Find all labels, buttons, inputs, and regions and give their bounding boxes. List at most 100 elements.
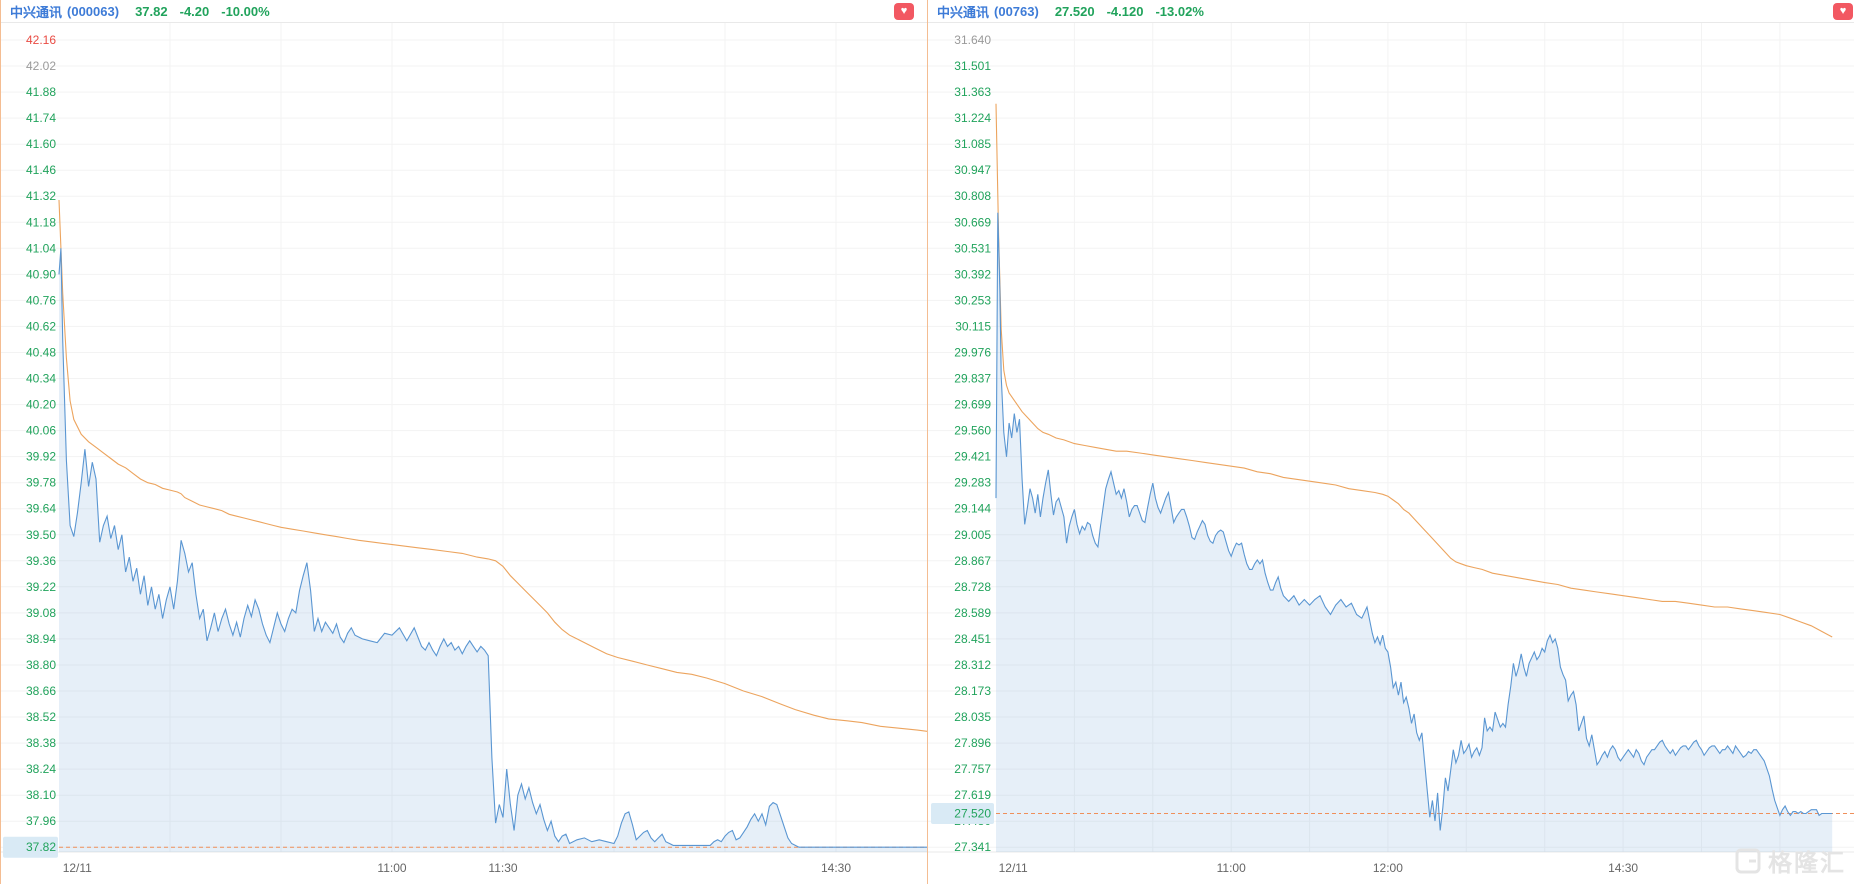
y-axis-label: 39.92 bbox=[26, 450, 56, 464]
gelonghui-logo-icon bbox=[1735, 848, 1761, 873]
y-axis-label: 27.341 bbox=[954, 840, 991, 854]
price-area-fill bbox=[59, 248, 927, 852]
favorite-heart-icon[interactable]: ♥ bbox=[894, 3, 914, 20]
minute-chart-canvas-00763[interactable]: 31.640 31.501 31.363 31.224 31.085 30.947 30.8… bbox=[928, 0, 1854, 884]
y-axis-label: 28.451 bbox=[954, 632, 991, 646]
favorite-heart-icon[interactable]: ♥ bbox=[1833, 3, 1853, 20]
y-axis-label: 41.74 bbox=[26, 111, 56, 125]
last-price: 37.82 bbox=[135, 3, 168, 19]
y-axis-label: 40.76 bbox=[26, 293, 56, 307]
y-axis-label: 41.04 bbox=[26, 241, 56, 255]
y-axis-label: 40.34 bbox=[26, 372, 56, 386]
y-axis-label: 29.560 bbox=[954, 424, 991, 438]
last-price: 27.520 bbox=[1054, 3, 1095, 19]
y-axis-label: 27.619 bbox=[954, 788, 991, 802]
price-area-fill bbox=[996, 212, 1833, 852]
y-axis-label: 31.363 bbox=[954, 85, 991, 99]
price-change: -4.20 bbox=[179, 3, 210, 19]
stock-name: 中兴通讯 bbox=[10, 4, 63, 20]
time-axis-label: 11:30 bbox=[488, 861, 517, 875]
stock-panel-00763: 中兴通讯 (00763) 27.520 -4.120 -13.02% ♥ 31.… bbox=[927, 0, 1854, 884]
y-axis-label: 30.392 bbox=[954, 267, 991, 281]
y-axis-label: 29.837 bbox=[954, 372, 991, 386]
y-axis-label: 39.64 bbox=[26, 502, 56, 516]
y-axis-label: 29.005 bbox=[954, 528, 991, 542]
stock-code: (00763) bbox=[994, 3, 1039, 19]
y-axis-label: 40.20 bbox=[26, 398, 56, 412]
y-axis-label: 29.699 bbox=[954, 398, 991, 412]
y-axis-label: 30.531 bbox=[954, 241, 991, 255]
time-axis-label: 14:30 bbox=[821, 861, 851, 875]
y-axis-label: 30.808 bbox=[954, 189, 991, 203]
y-axis-label: 31.224 bbox=[954, 111, 991, 125]
y-axis-label: 28.728 bbox=[954, 580, 991, 594]
price-change-percent: -13.02% bbox=[1155, 3, 1204, 19]
y-axis-label: 38.38 bbox=[26, 736, 56, 750]
y-axis-label: 40.90 bbox=[26, 267, 56, 281]
price-change-percent: -10.00% bbox=[221, 3, 270, 19]
y-axis-label: 38.24 bbox=[26, 762, 56, 776]
y-axis-label: 30.115 bbox=[955, 319, 991, 333]
y-axis-label: 30.669 bbox=[954, 215, 991, 229]
y-axis-label: 39.36 bbox=[26, 554, 56, 568]
svg-text:27.520: 27.520 bbox=[954, 807, 991, 821]
y-axis-label: 31.640 bbox=[954, 33, 991, 47]
y-axis-label: 28.035 bbox=[954, 710, 991, 724]
y-axis-label: 29.144 bbox=[954, 502, 991, 516]
current-price-tag: 27.520 bbox=[931, 803, 994, 824]
y-axis-label: 40.06 bbox=[26, 424, 56, 438]
y-axis-label: 42.16 bbox=[26, 33, 56, 47]
y-axis-label: 40.48 bbox=[26, 346, 56, 360]
y-axis-label: 30.947 bbox=[954, 163, 991, 177]
time-axis-label: 12/11 bbox=[999, 861, 1028, 875]
y-axis-label: 39.50 bbox=[26, 528, 56, 542]
y-axis-label: 38.66 bbox=[26, 684, 56, 698]
y-axis-label: 41.46 bbox=[26, 163, 56, 177]
heart-glyph: ♥ bbox=[900, 5, 908, 17]
avg-price-line bbox=[58, 199, 927, 732]
time-axis-label: 12/11 bbox=[63, 861, 92, 875]
heart-glyph: ♥ bbox=[1839, 5, 1847, 17]
y-axis-label: 42.02 bbox=[26, 59, 56, 73]
y-axis-label: 28.589 bbox=[954, 606, 991, 620]
y-axis-label: 31.085 bbox=[954, 137, 991, 151]
y-axis-label: 37.96 bbox=[26, 814, 56, 828]
avg-price-line bbox=[995, 103, 1833, 638]
stock-header: 中兴通讯 (000063) 37.82 -4.20 -10.00% bbox=[1, 0, 927, 22]
minute-chart-canvas-000063[interactable]: 42.16 42.02 41.88 41.74 41.60 41.46 41.32 41.18… bbox=[1, 0, 927, 884]
stock-name: 中兴通讯 bbox=[937, 4, 990, 20]
y-axis-label: 28.312 bbox=[954, 658, 991, 672]
stock-panel-000063: 中兴通讯 (000063) 37.82 -4.20 -10.00% ♥ 42.1… bbox=[0, 0, 927, 884]
y-axis-label: 27.757 bbox=[954, 762, 991, 776]
y-axis-label: 41.88 bbox=[26, 85, 56, 99]
price-line bbox=[58, 248, 927, 848]
time-axis-label: 12:00 bbox=[1373, 861, 1403, 875]
y-axis-label: 31.501 bbox=[954, 59, 991, 73]
y-axis-label: 41.60 bbox=[26, 137, 56, 151]
current-price-tag: 37.82 bbox=[3, 836, 58, 858]
y-axis-label: 29.283 bbox=[954, 476, 991, 490]
price-line bbox=[995, 212, 1833, 831]
gelonghui-watermark: 格隆汇 bbox=[1735, 843, 1846, 878]
time-axis-label: 14:30 bbox=[1608, 861, 1638, 875]
y-axis-label: 38.52 bbox=[26, 710, 56, 724]
y-axis-label: 39.22 bbox=[26, 580, 56, 594]
y-axis-label: 38.80 bbox=[26, 658, 56, 672]
y-axis-label: 41.32 bbox=[26, 189, 56, 203]
y-axis-label: 28.867 bbox=[954, 554, 991, 568]
price-change: -4.120 bbox=[1106, 3, 1144, 19]
stock-code: (000063) bbox=[67, 3, 120, 19]
svg-text:37.82: 37.82 bbox=[26, 840, 56, 854]
watermark-text: 格隆汇 bbox=[1768, 850, 1846, 877]
y-axis-label: 27.896 bbox=[954, 736, 991, 750]
y-axis-label: 30.253 bbox=[954, 293, 991, 307]
y-axis-label: 38.10 bbox=[26, 788, 56, 802]
y-axis-label: 40.62 bbox=[26, 319, 56, 333]
time-axis-label: 11:00 bbox=[1217, 861, 1246, 875]
y-axis-label: 28.173 bbox=[954, 684, 991, 698]
y-axis-label: 39.78 bbox=[26, 476, 56, 490]
y-axis-label: 39.08 bbox=[26, 606, 56, 620]
time-axis-label: 11:00 bbox=[377, 861, 406, 875]
stock-header: 中兴通讯 (00763) 27.520 -4.120 -13.02% bbox=[928, 0, 1854, 22]
